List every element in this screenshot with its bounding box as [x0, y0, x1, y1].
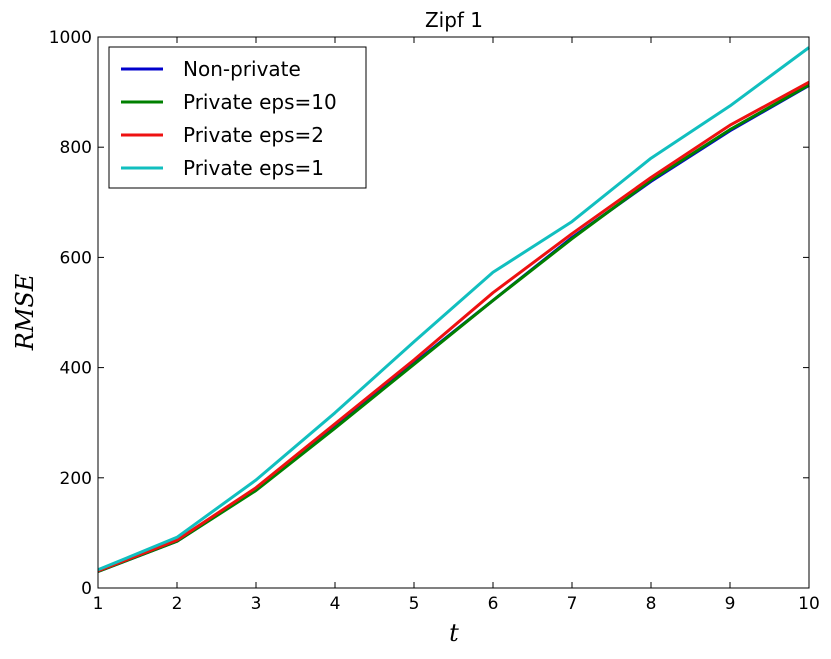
- legend-label-1: Non-private: [183, 57, 301, 81]
- y-tick-label-1: 0: [81, 579, 92, 599]
- x-tick-label-7: 7: [567, 594, 578, 614]
- x-tick-label-5: 5: [409, 594, 420, 614]
- legend: Non-private Private eps=10 Private eps=2 Pr…: [108, 46, 367, 189]
- legend-label-2: Private eps=10: [183, 90, 337, 114]
- x-tick-label-8: 8: [646, 594, 657, 614]
- x-tick-label-10: 10: [798, 594, 820, 614]
- x-axis: 1 2 3 4 5 6 7 8 9 10: [93, 37, 820, 614]
- y-tick-label-2: 200: [60, 469, 92, 489]
- y-axis: 0 200 400 600 800 1000: [49, 28, 809, 599]
- x-axis-label: t: [449, 619, 459, 647]
- series-line-3: [97, 80, 810, 573]
- x-tick-label-3: 3: [251, 594, 262, 614]
- x-tick-label-6: 6: [488, 594, 499, 614]
- legend-label-4: Private eps=1: [183, 156, 324, 180]
- series-line-4: [97, 46, 810, 572]
- y-tick-label-3: 400: [60, 359, 92, 379]
- legend-label-3: Private eps=2: [183, 123, 324, 147]
- plot-frame: [97, 36, 810, 589]
- y-tick-label-4: 600: [60, 248, 92, 268]
- y-axis-label: RMSE: [11, 273, 39, 351]
- series-layer: [97, 46, 810, 573]
- series-line-2: [97, 83, 810, 573]
- y-tick-label-6: 1000: [49, 28, 92, 48]
- x-tick-label-1: 1: [93, 594, 104, 614]
- chart-title: Zipf 1: [425, 8, 483, 32]
- x-tick-label-9: 9: [725, 594, 736, 614]
- y-tick-label-5: 800: [60, 138, 92, 158]
- x-tick-label-4: 4: [330, 594, 341, 614]
- x-tick-label-2: 2: [172, 594, 183, 614]
